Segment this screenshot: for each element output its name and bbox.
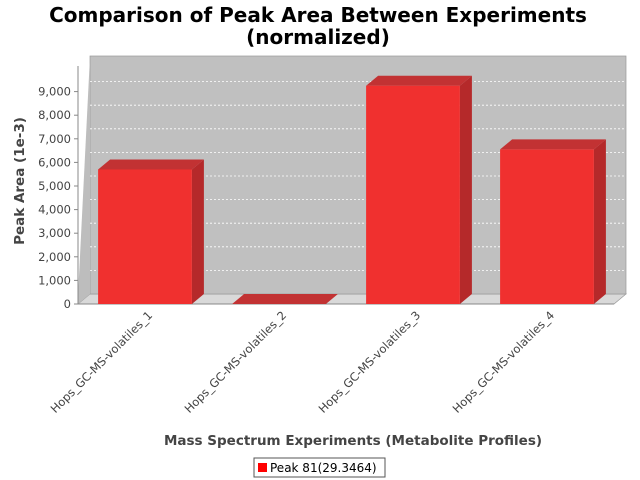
chart-title: Comparison of Peak Area Between Experime… [49,3,587,27]
legend-swatch [258,463,267,472]
y-tick-label: 0 [64,297,71,311]
bar-side [191,159,204,304]
y-tick-label: 1,000 [38,273,71,287]
bar-top [98,159,204,170]
x-axis-label: Mass Spectrum Experiments (Metabolite Pr… [164,433,542,449]
bar [500,149,594,304]
y-tick-label: 4,000 [38,203,71,217]
x-tick-label: Hops_GC-MS-volatiles_1 [48,308,155,415]
y-tick-label: 9,000 [38,85,71,99]
y-tick-label: 3,000 [38,226,71,240]
plot-area: 0 1,000 2,000 3,000 4,000 5,000 6,000 7,000 8,00… [38,55,627,416]
bar-top [232,294,338,304]
y-tick-label: 2,000 [38,250,71,264]
bar [366,85,460,304]
bar [98,169,192,304]
y-tick-label: 7,000 [38,132,71,146]
x-tick-label: Hops_GC-MS-volatiles_4 [450,308,557,415]
bar-top [500,139,606,150]
x-tick-label: Hops_GC-MS-volatiles_3 [316,308,423,415]
chart-subtitle: (normalized) [246,25,390,49]
legend-label: Peak 81(29.3464) [270,461,377,475]
bar-side [593,139,606,304]
y-tick-label: 5,000 [38,179,71,193]
y-axis-label: Peak Area (1e-3) [12,117,28,245]
y-tick-label: 8,000 [38,108,71,122]
plot-left-wall [78,56,90,304]
legend: Peak 81(29.3464) [253,457,386,478]
x-tick-label: Hops_GC-MS-volatiles_2 [182,308,289,415]
bar-side [459,75,472,304]
legend-box [253,457,386,478]
bar-top [366,75,472,86]
y-tick-label: 6,000 [38,155,71,169]
